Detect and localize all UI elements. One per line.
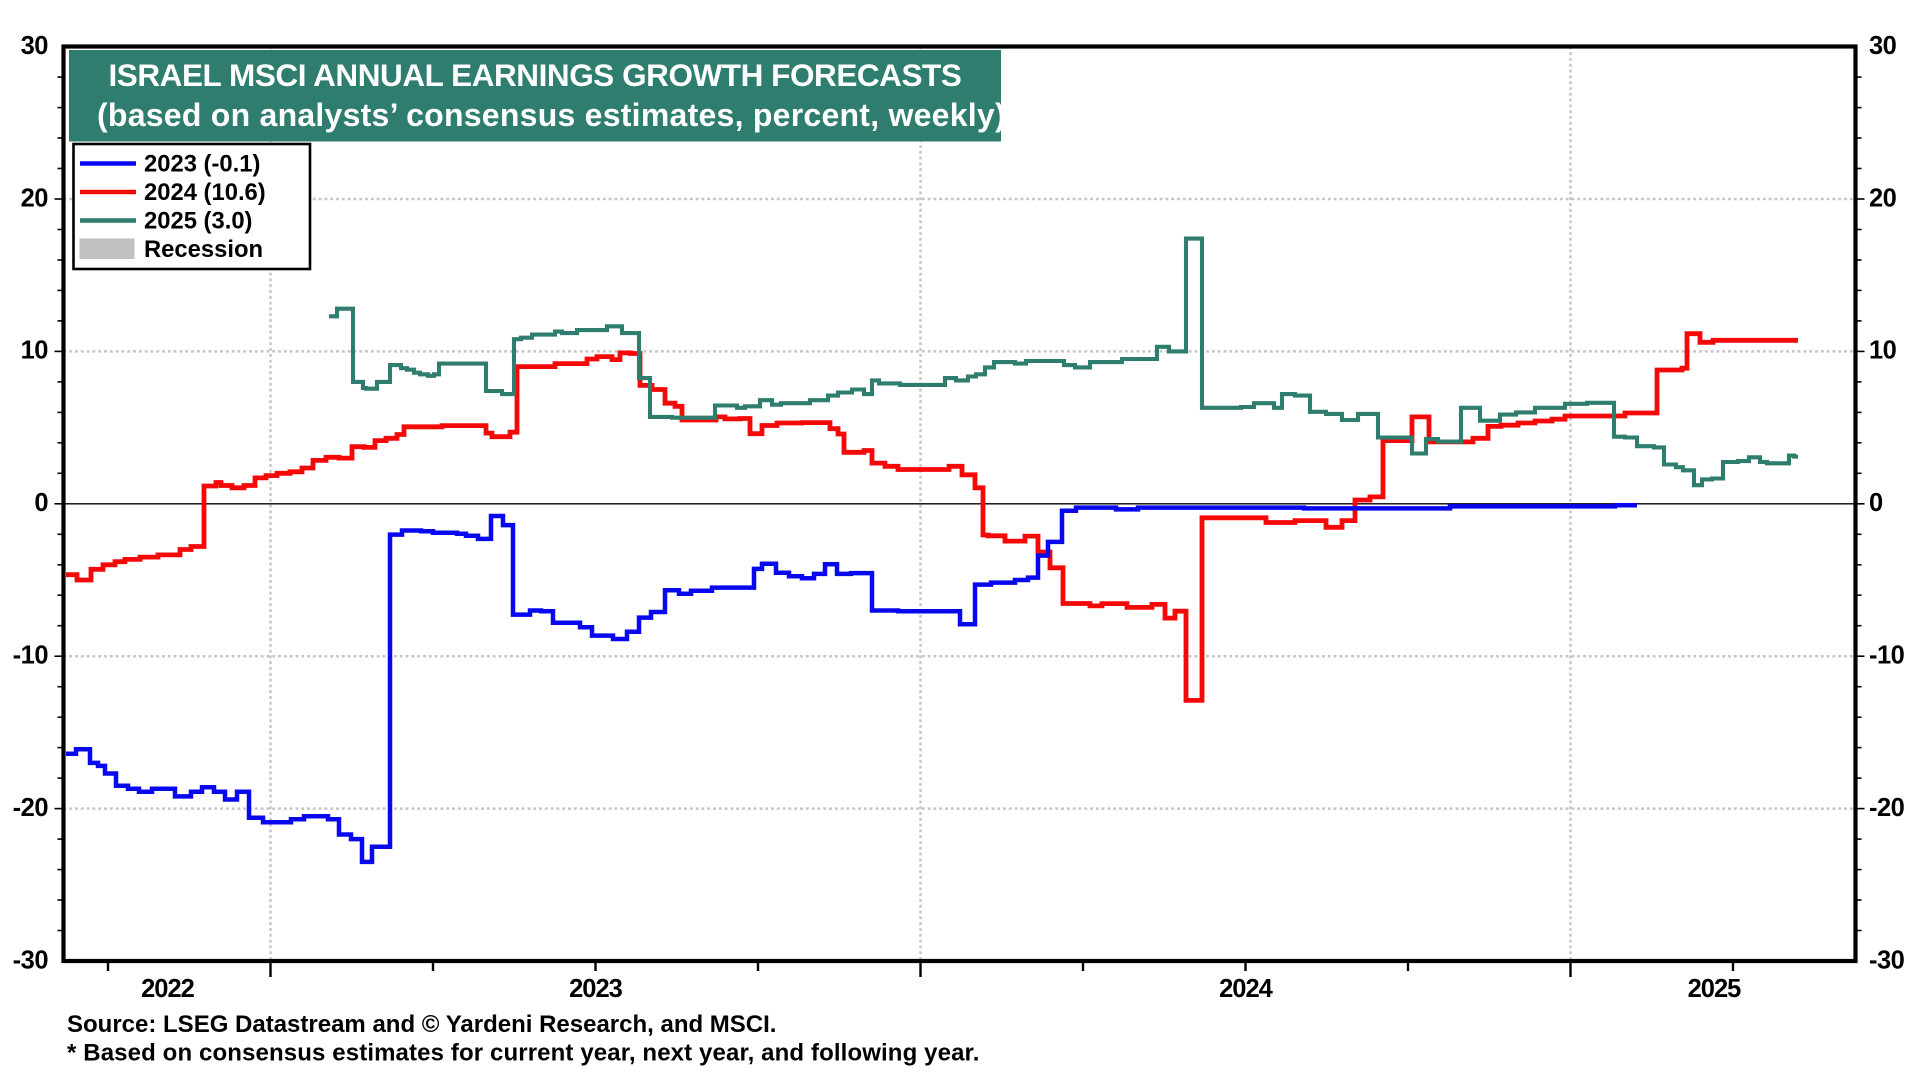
svg-text:2025 (3.0): 2025 (3.0): [144, 208, 252, 235]
svg-text:0: 0: [1869, 489, 1883, 517]
svg-text:2022: 2022: [141, 975, 195, 1003]
svg-text:2023: 2023: [569, 975, 623, 1003]
svg-text:-10: -10: [1869, 642, 1905, 670]
svg-text:Source: LSEG Datastream and ©: Source: LSEG Datastream and © Yardeni Re…: [67, 1011, 776, 1038]
svg-text:10: 10: [21, 337, 49, 365]
svg-text:Recession: Recession: [144, 236, 263, 263]
svg-text:-20: -20: [1869, 794, 1905, 822]
svg-text:* Based on consensus estimates: * Based on consensus estimates for curre…: [67, 1040, 979, 1067]
svg-text:(based on analysts’ consensus: (based on analysts’ consensus estimates,…: [97, 97, 1006, 133]
svg-text:ISRAEL MSCI ANNUAL EARNINGS GR: ISRAEL MSCI ANNUAL EARNINGS GROWTH FOREC…: [109, 57, 962, 93]
svg-text:0: 0: [34, 489, 48, 517]
svg-text:-30: -30: [1869, 946, 1905, 974]
svg-text:-20: -20: [13, 794, 49, 822]
svg-text:30: 30: [1869, 32, 1897, 60]
svg-text:-30: -30: [13, 946, 49, 974]
svg-text:2024 (10.6): 2024 (10.6): [144, 179, 266, 206]
svg-text:20: 20: [21, 184, 49, 212]
svg-text:2023 (-0.1): 2023 (-0.1): [144, 151, 260, 178]
svg-text:-10: -10: [13, 642, 49, 670]
svg-text:20: 20: [1869, 184, 1897, 212]
svg-text:2024: 2024: [1219, 975, 1274, 1003]
svg-text:10: 10: [1869, 337, 1897, 365]
svg-text:30: 30: [21, 32, 49, 60]
svg-text:2025: 2025: [1688, 975, 1742, 1003]
